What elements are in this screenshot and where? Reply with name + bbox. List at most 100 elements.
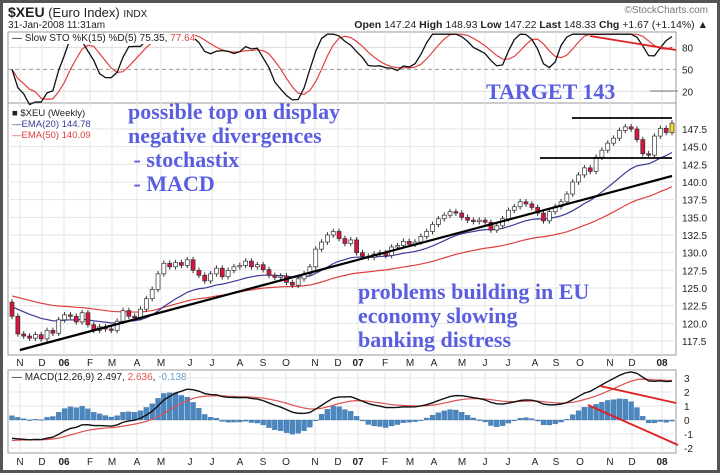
candle	[657, 127, 663, 137]
candle	[108, 328, 114, 331]
macd-histogram-bar	[44, 417, 50, 421]
macd-histogram-bar	[424, 417, 430, 421]
price-legend: ■ $XEU (Weekly) —EMA(20) 144.78 —EMA(50)…	[12, 108, 91, 141]
x-tick-label: F	[87, 358, 93, 369]
y-tick-label: 20	[682, 87, 694, 98]
last-label: Last	[539, 19, 561, 31]
x-tick-label: J	[210, 457, 215, 468]
candle	[605, 142, 611, 151]
exchange: INDX	[123, 9, 148, 20]
macd-histogram-bar	[137, 410, 144, 421]
macd-histogram-bar	[219, 419, 225, 422]
y-tick-label: -1	[684, 430, 693, 441]
candle	[319, 241, 324, 250]
x-tick-label: D	[628, 457, 635, 468]
annotation-line: - stochastix	[128, 147, 240, 172]
ema50-value: 140.09	[61, 130, 91, 141]
macd-histogram-bar	[459, 412, 465, 421]
candle	[272, 274, 278, 278]
candle	[62, 314, 67, 321]
candle	[56, 319, 62, 334]
x-tick-label: 08	[656, 457, 668, 468]
macd-legend: — MACD(12,26,9) 2.497, 2.636, -0.138	[12, 372, 187, 383]
stoch-divergence-line	[589, 35, 677, 51]
candle	[208, 273, 213, 282]
candle	[634, 128, 640, 140]
macd-value: 2.497	[97, 372, 123, 383]
stoch-k-value: 75.35	[139, 33, 165, 44]
macd-histogram-bar	[517, 418, 523, 421]
chg-label: Chg	[598, 19, 620, 31]
candle	[38, 334, 44, 340]
macd-histogram-bar	[15, 417, 21, 421]
ema20-name: EMA(20)	[21, 119, 59, 130]
macd-histogram-bar	[441, 410, 447, 421]
y-tick-label: 120.0	[682, 319, 707, 330]
x-tick-label: F	[87, 457, 93, 468]
x-tick-label: J	[483, 457, 488, 468]
macd-histogram-bar	[622, 398, 628, 421]
x-tick-label: S	[553, 457, 560, 468]
candle	[576, 174, 581, 183]
y-tick-label: 130.0	[682, 249, 707, 260]
candle	[546, 211, 552, 222]
candle	[325, 234, 330, 243]
candle	[50, 330, 56, 334]
low-value: 147.22	[504, 19, 537, 31]
macd-divergence-line	[599, 385, 677, 404]
candle	[436, 218, 441, 225]
y-tick-label: 3	[684, 374, 690, 385]
candle	[488, 221, 494, 231]
macd-histogram-bar	[406, 419, 412, 423]
macd-histogram-bar	[120, 412, 126, 421]
y-tick-label: 2	[684, 388, 690, 399]
candle	[465, 216, 470, 221]
candle	[517, 201, 523, 208]
x-tick-label: S	[260, 358, 267, 369]
macd-histogram-bar	[400, 419, 406, 423]
macd-histogram-bar	[79, 406, 85, 421]
candle	[27, 335, 32, 339]
macd-histogram-bar	[248, 419, 255, 423]
macd-histogram-bar	[429, 415, 436, 421]
last-value: 148.33	[563, 19, 597, 31]
macd-histogram-bar	[231, 419, 237, 423]
macd-histogram-bar	[365, 419, 371, 425]
candle	[564, 193, 570, 203]
macd-histogram-bar	[453, 409, 459, 421]
x-tick-label: M	[406, 457, 414, 468]
macd-histogram-bar	[318, 414, 325, 421]
macd-histogram-bar	[114, 415, 120, 421]
macd-histogram-bar	[499, 419, 506, 426]
macd-histogram-bar	[616, 398, 623, 421]
macd-histogram-bar	[383, 419, 389, 428]
macd-histogram-bar	[359, 419, 366, 422]
y-tick-label: 147.5	[682, 125, 707, 136]
candle	[73, 315, 79, 323]
macd-histogram-bar	[482, 419, 488, 423]
candle	[400, 241, 406, 246]
macd-histogram-bar	[388, 419, 395, 427]
x-tick-label: A	[532, 358, 539, 369]
candle	[336, 231, 342, 239]
x-tick-label: F	[382, 358, 388, 369]
x-tick-label: J	[210, 358, 215, 369]
stoch-k-line	[11, 33, 673, 106]
macd-histogram-bar	[108, 416, 114, 421]
macd-histogram-bar	[207, 417, 214, 421]
x-tick-label: S	[553, 358, 560, 369]
stoch-legend-label: Slow STO %K(15) %D(5)	[24, 33, 137, 44]
x-tick-label: 07	[352, 358, 364, 369]
high-label: High	[419, 19, 443, 31]
candle	[663, 127, 669, 133]
macd-histogram-bar	[167, 392, 173, 421]
macd-histogram-bar	[184, 396, 190, 421]
macd-histogram-bar	[348, 411, 354, 421]
candle	[395, 245, 400, 248]
quote-bar: Open 147.24 High 148.93 Low 147.22 Last …	[354, 19, 708, 31]
candle	[406, 241, 412, 245]
x-tick-label: S	[260, 457, 267, 468]
macd-histogram-bar	[558, 419, 564, 423]
macd-histogram-bar	[488, 419, 494, 426]
price-panel	[7, 102, 677, 356]
